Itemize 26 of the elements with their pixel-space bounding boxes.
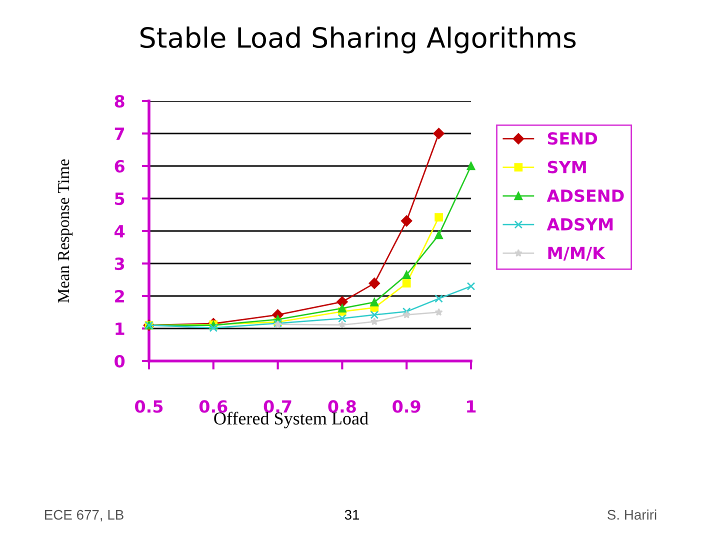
legend-label: M/M/K [548,246,606,261]
y-axis-title: Mean Response Time [58,159,73,303]
y-tick-label: 0 [114,354,125,368]
text: 31 [344,510,360,520]
x-tick-label: 1 [467,400,476,413]
x-tick-label: 0.9 [392,400,420,413]
y-tick-label: 5 [115,192,124,206]
x-tick-label: 0.5 [135,400,163,413]
y-tick-label: 8 [114,94,124,108]
y-tick-label: 3 [114,257,124,270]
x-axis-title: Offered System Load [214,412,368,428]
y-tick-label: 1 [116,322,124,335]
x-tick-label: 0.7 [264,400,292,413]
y-tick-label: 6 [114,160,124,173]
y-tick-label: 7 [114,128,124,140]
x-tick-label: 0.6 [199,400,228,413]
chart-title: Stable Load Sharing Algorithms [140,26,576,54]
y-tick-label: 2 [115,290,124,302]
x-tick-label: 0.8 [328,400,356,413]
legend-label: SEND [548,132,598,145]
text: ECE 677, LB [44,510,124,522]
legend-label: ADSEND [546,189,624,202]
legend-label: SYM [548,160,586,174]
y-tick-label: 4 [114,225,125,238]
legend-label: ADSYM [546,218,613,231]
text: S. Hariri [608,510,656,520]
